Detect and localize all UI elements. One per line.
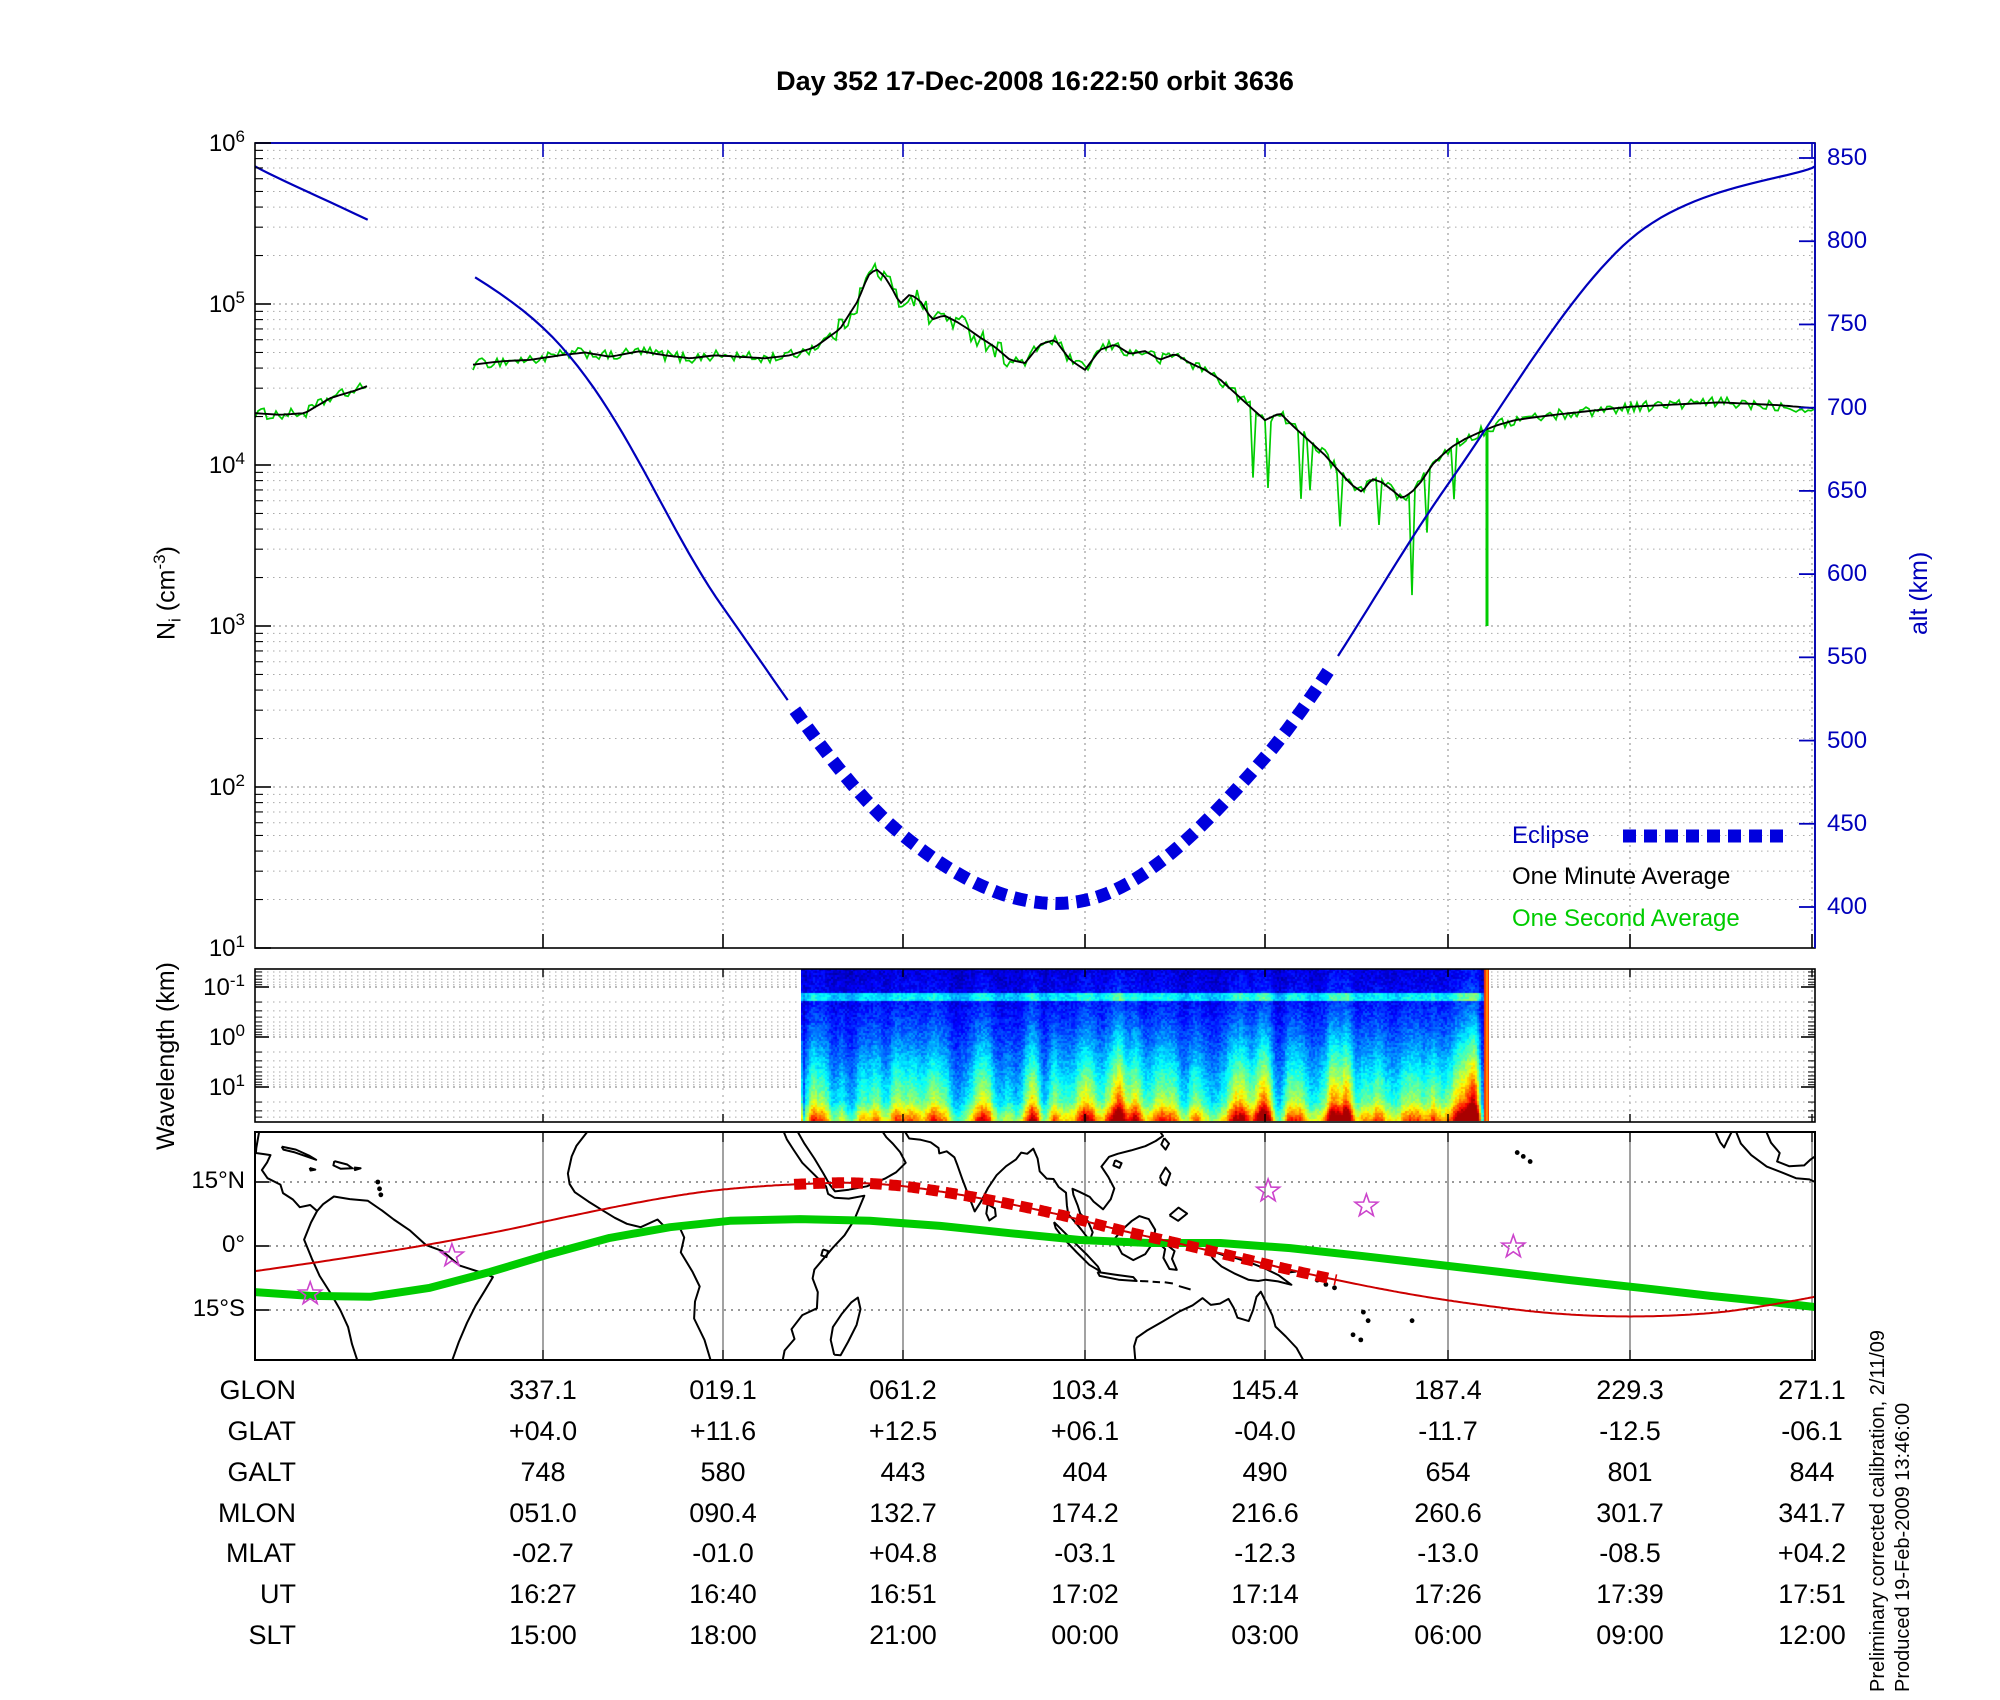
table-row-label: SLT [248, 1620, 296, 1650]
table-cell: +06.1 [1050, 1416, 1120, 1446]
alt-axis-tick-label: 800 [1827, 227, 1868, 255]
table-cell: 17:39 [1596, 1579, 1664, 1609]
alt-axis-tick-label: 500 [1827, 726, 1868, 754]
table-cell: 12:00 [1778, 1620, 1846, 1650]
table-cell: 16:27 [509, 1579, 577, 1609]
alt-axis-tick-label: 650 [1827, 476, 1868, 504]
table-cell: 443 [880, 1457, 926, 1487]
table-cell: 748 [520, 1457, 566, 1487]
table-cell: 260.6 [1414, 1498, 1482, 1528]
table-cell: 019.1 [689, 1375, 757, 1405]
table-row-label: UT [260, 1579, 296, 1609]
map-latitude-tick-label: 15°N [191, 1167, 245, 1194]
table-cell: 654 [1425, 1457, 1471, 1487]
alt-axis-tick-label: 450 [1827, 809, 1868, 837]
legend-eclipse-label: Eclipse [1512, 822, 1590, 849]
table-cell: 174.2 [1051, 1498, 1119, 1528]
table-cell: 16:51 [869, 1579, 937, 1609]
table-cell: 801 [1607, 1457, 1653, 1487]
table-cell: 090.4 [689, 1498, 757, 1528]
wavelength-axis-tick-label: 10-1 [203, 971, 245, 1001]
calibration-annotation-line2: Produced 19-Feb-2009 13:46:00 [1892, 1402, 1914, 1692]
table-row-label: GALT [227, 1457, 296, 1487]
table-row-label: MLAT [225, 1538, 296, 1568]
table-cell: 16:40 [689, 1579, 757, 1609]
table-cell: 145.4 [1231, 1375, 1299, 1405]
table-cell: 18:00 [689, 1620, 757, 1650]
alt-axis-tick-label: 850 [1827, 144, 1868, 171]
table-cell: 051.0 [509, 1498, 577, 1528]
table-cell: 132.7 [869, 1498, 937, 1528]
table-cell: +11.6 [689, 1416, 757, 1446]
table-cell: 09:00 [1596, 1620, 1664, 1650]
ni-axis-tick-label: 101 [208, 932, 245, 962]
table-cell: -08.5 [1599, 1538, 1661, 1568]
table-cell: -01.0 [692, 1538, 754, 1568]
table-cell: 301.7 [1596, 1498, 1664, 1528]
table-cell: 187.4 [1414, 1375, 1482, 1405]
table-cell: 17:02 [1051, 1579, 1119, 1609]
table-cell: 844 [1789, 1457, 1835, 1487]
alt-axis-tick-label: 600 [1827, 560, 1868, 588]
table-cell: 580 [700, 1457, 746, 1487]
table-cell: 229.3 [1596, 1375, 1664, 1405]
table-cell: +04.2 [1777, 1538, 1847, 1568]
table-cell: -04.0 [1234, 1416, 1296, 1446]
plot-title: Day 352 17-Dec-2008 16:22:50 orbit 3636 [776, 66, 1294, 96]
table-cell: 17:14 [1231, 1579, 1299, 1609]
table-cell: 337.1 [509, 1375, 577, 1405]
table-cell: 21:00 [869, 1620, 937, 1650]
table-cell: 271.1 [1778, 1375, 1846, 1405]
table-cell: -12.5 [1599, 1416, 1661, 1446]
map-latitude-tick-label: 15°S [192, 1295, 245, 1322]
table-cell: 404 [1062, 1457, 1108, 1487]
table-cell: +04.8 [868, 1538, 938, 1568]
table-cell: 06:00 [1414, 1620, 1482, 1650]
table-cell: 216.6 [1231, 1498, 1299, 1528]
alt-axis-tick-label: 750 [1827, 310, 1868, 338]
world-map [254, 1131, 1816, 1361]
map-latitude-tick-label: 0° [222, 1231, 245, 1258]
table-cell: -03.1 [1054, 1538, 1116, 1568]
ni-axis-tick-label: 105 [208, 288, 245, 318]
table-cell: 490 [1242, 1457, 1288, 1487]
wavelength-axis-tick-label: 100 [208, 1021, 245, 1051]
alt-axis-tick-label: 400 [1827, 893, 1868, 920]
ni-axis-tick-label: 103 [208, 610, 245, 640]
wavelength-axis-tick-label: 101 [208, 1071, 245, 1101]
table-row-label: GLAT [227, 1416, 296, 1446]
density-panel-data [255, 165, 1815, 911]
density-panel-axes [254, 142, 1816, 949]
ni-axis-tick-label: 104 [208, 449, 245, 479]
density-panel-grid [255, 142, 1815, 949]
table-cell: -11.7 [1418, 1416, 1478, 1446]
table-cell: -13.0 [1417, 1538, 1479, 1568]
table-cell: 17:26 [1414, 1579, 1482, 1609]
ni-axis-tick-label: 102 [208, 771, 245, 801]
wavelength-spectrogram-heatmap [801, 969, 1489, 1121]
alt-axis-tick-label: 700 [1827, 393, 1868, 421]
legend-one-second-label: One Second Average [1512, 905, 1740, 932]
table-cell: 15:00 [509, 1620, 577, 1650]
table-cell: -02.7 [512, 1538, 574, 1568]
table-cell: 061.2 [869, 1375, 937, 1405]
legend-one-minute-label: One Minute Average [1512, 863, 1731, 890]
alt-axis-label: alt (km) [1905, 551, 1933, 635]
table-row-label: GLON [219, 1375, 296, 1405]
table-cell: -12.3 [1234, 1538, 1296, 1568]
table-cell: 03:00 [1231, 1620, 1299, 1650]
table-cell: 00:00 [1051, 1620, 1119, 1650]
table-cell: 341.7 [1778, 1498, 1846, 1528]
ni-axis-tick-label: 106 [208, 127, 245, 157]
alt-axis-tick-label: 550 [1827, 643, 1868, 671]
table-cell: 17:51 [1778, 1579, 1846, 1609]
table-cell: +12.5 [868, 1416, 938, 1446]
table-cell: -06.1 [1781, 1416, 1843, 1446]
table-row-label: MLON [217, 1498, 296, 1528]
table-cell: +04.0 [508, 1416, 578, 1446]
table-cell: 103.4 [1051, 1375, 1119, 1405]
